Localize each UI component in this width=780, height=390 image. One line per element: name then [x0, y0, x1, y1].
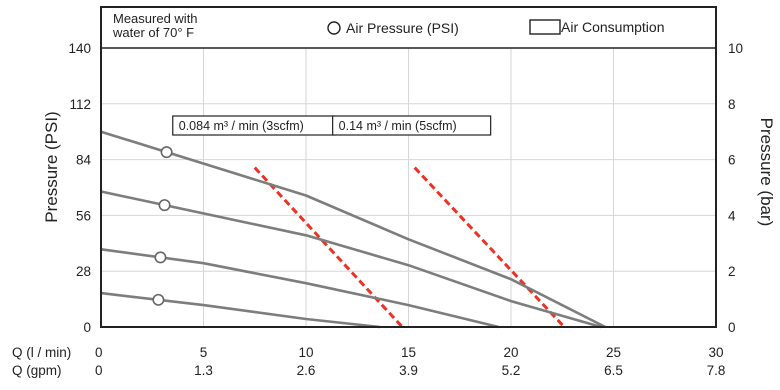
pressure-marker-1 [160, 146, 173, 159]
y-left-tick-label: 56 [76, 208, 91, 223]
y-right-tick-label: 6 [728, 153, 736, 168]
x-secondary-tick-label: 0 [95, 363, 103, 378]
y-right-tick-label: 4 [728, 208, 736, 223]
note-line-1: Measured with [113, 11, 198, 26]
pressure-marker-3 [154, 251, 167, 264]
pressure-curves [100, 130, 606, 329]
grid [101, 48, 716, 327]
pressure-marker-2 [158, 199, 171, 212]
x-secondary-axis-title: Q (gpm) [12, 363, 62, 378]
legend-consumption-label: Air Consumption [561, 19, 665, 35]
x-secondary-tick-label: 2.6 [297, 363, 316, 378]
legend-consumption-swatch [529, 19, 561, 35]
pressure-curve-1 [100, 130, 606, 329]
x-secondary-tick-label: 5.2 [502, 363, 521, 378]
x-primary-tick-label: 10 [298, 345, 313, 360]
plot-frame [100, 6, 717, 328]
pressure-curve-2 [100, 190, 602, 329]
x-primary-tick-label: 30 [708, 345, 723, 360]
x-primary-axis-title: Q (l / min) [12, 345, 71, 360]
legend-pressure-swatch [327, 21, 341, 35]
y-left-tick-label: 84 [76, 153, 92, 168]
y-right-tick-label: 8 [728, 97, 736, 112]
x-secondary-tick-label: 1.3 [194, 363, 213, 378]
chart-text: 0.084 m³ / min (3scfm) 0.14 m³ / min (5sc… [12, 11, 776, 378]
pressure-markers [152, 146, 173, 306]
air-consumption-lines [253, 166, 566, 329]
x-secondary-tick-label: 6.5 [604, 363, 623, 378]
legend-pressure-label: Air Pressure (PSI) [346, 20, 459, 36]
y-left-tick-label: 28 [76, 264, 91, 279]
y-left-tick-label: 112 [69, 97, 91, 112]
x-secondary-tick-label: 3.9 [399, 363, 418, 378]
x-secondary-tick-label: 7.8 [707, 363, 726, 378]
pressure-marker-4 [152, 293, 165, 306]
x-primary-tick-label: 0 [95, 345, 103, 360]
consumption-label-box-2 [332, 115, 492, 136]
pressure-curve-4 [100, 291, 380, 329]
y-right-tick-label: 10 [728, 41, 743, 56]
y-left-axis-title: Pressure (PSI) [42, 111, 61, 222]
y-right-tick-label: 0 [728, 320, 736, 335]
x-primary-tick-label: 5 [200, 345, 208, 360]
y-left-tick-label: 0 [83, 320, 91, 335]
y-right-tick-label: 2 [728, 264, 736, 279]
plot-border [100, 6, 717, 328]
x-primary-tick-label: 15 [401, 345, 416, 360]
pressure-curve-3 [100, 248, 500, 329]
consumption-label-1: 0.084 m³ / min (3scfm) [179, 119, 304, 133]
x-primary-tick-label: 25 [606, 345, 621, 360]
y-right-axis-title: Pressure (bar) [757, 118, 776, 227]
y-left-tick-label: 140 [68, 41, 91, 56]
consumption-line-2 [413, 166, 566, 329]
x-primary-tick-label: 20 [503, 345, 518, 360]
consumption-line-1 [253, 166, 404, 329]
note-line-2: water of 70° F [112, 25, 194, 40]
consumption-label-2: 0.14 m³ / min (5scfm) [339, 119, 457, 133]
